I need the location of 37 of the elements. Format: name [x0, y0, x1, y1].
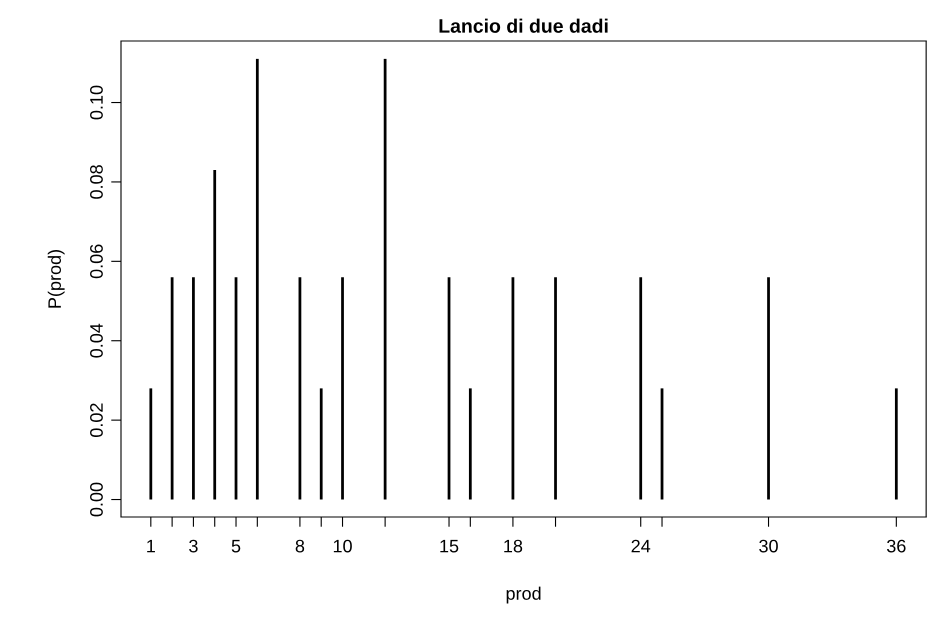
bar: [149, 388, 152, 500]
x-tick-label: 24: [632, 540, 650, 552]
y-tick-label: 0.10: [90, 86, 103, 120]
x-tick-label: 15: [440, 540, 458, 552]
y-tick-label: 0.02: [90, 403, 103, 437]
bar: [298, 277, 302, 500]
bar: [213, 170, 216, 500]
bar: [320, 388, 323, 500]
bar: [554, 277, 557, 500]
bar: [192, 277, 195, 500]
bar: [660, 388, 664, 500]
chart-title: Lancio di due dadi: [440, 18, 608, 33]
bar: [468, 388, 472, 500]
bar: [234, 277, 238, 500]
y-tick-label: 0.00: [90, 482, 103, 516]
bar: [894, 388, 898, 500]
bar: [448, 277, 450, 500]
bar: [256, 58, 259, 500]
x-tick-label: 10: [334, 540, 352, 552]
x-tick-label: 8: [296, 540, 304, 552]
x-tick-label: 5: [232, 540, 240, 552]
bar: [384, 58, 387, 500]
bar: [341, 277, 344, 500]
x-tick-label: 18: [504, 540, 522, 552]
x-tick-label: 3: [189, 540, 198, 552]
x-tick-label: 30: [759, 540, 778, 552]
bar: [639, 277, 642, 500]
bar: [170, 277, 174, 500]
x-axis-title: prod: [506, 586, 540, 604]
y-tick-label: 0.08: [90, 165, 103, 199]
y-axis-title: P(prod): [48, 250, 65, 308]
bar: [512, 277, 514, 500]
bar: [767, 277, 770, 500]
y-tick-label: 0.06: [90, 244, 103, 278]
x-tick-label: 36: [886, 540, 906, 552]
x-tick-label: 1: [147, 540, 155, 552]
y-tick-label: 0.04: [90, 324, 103, 358]
